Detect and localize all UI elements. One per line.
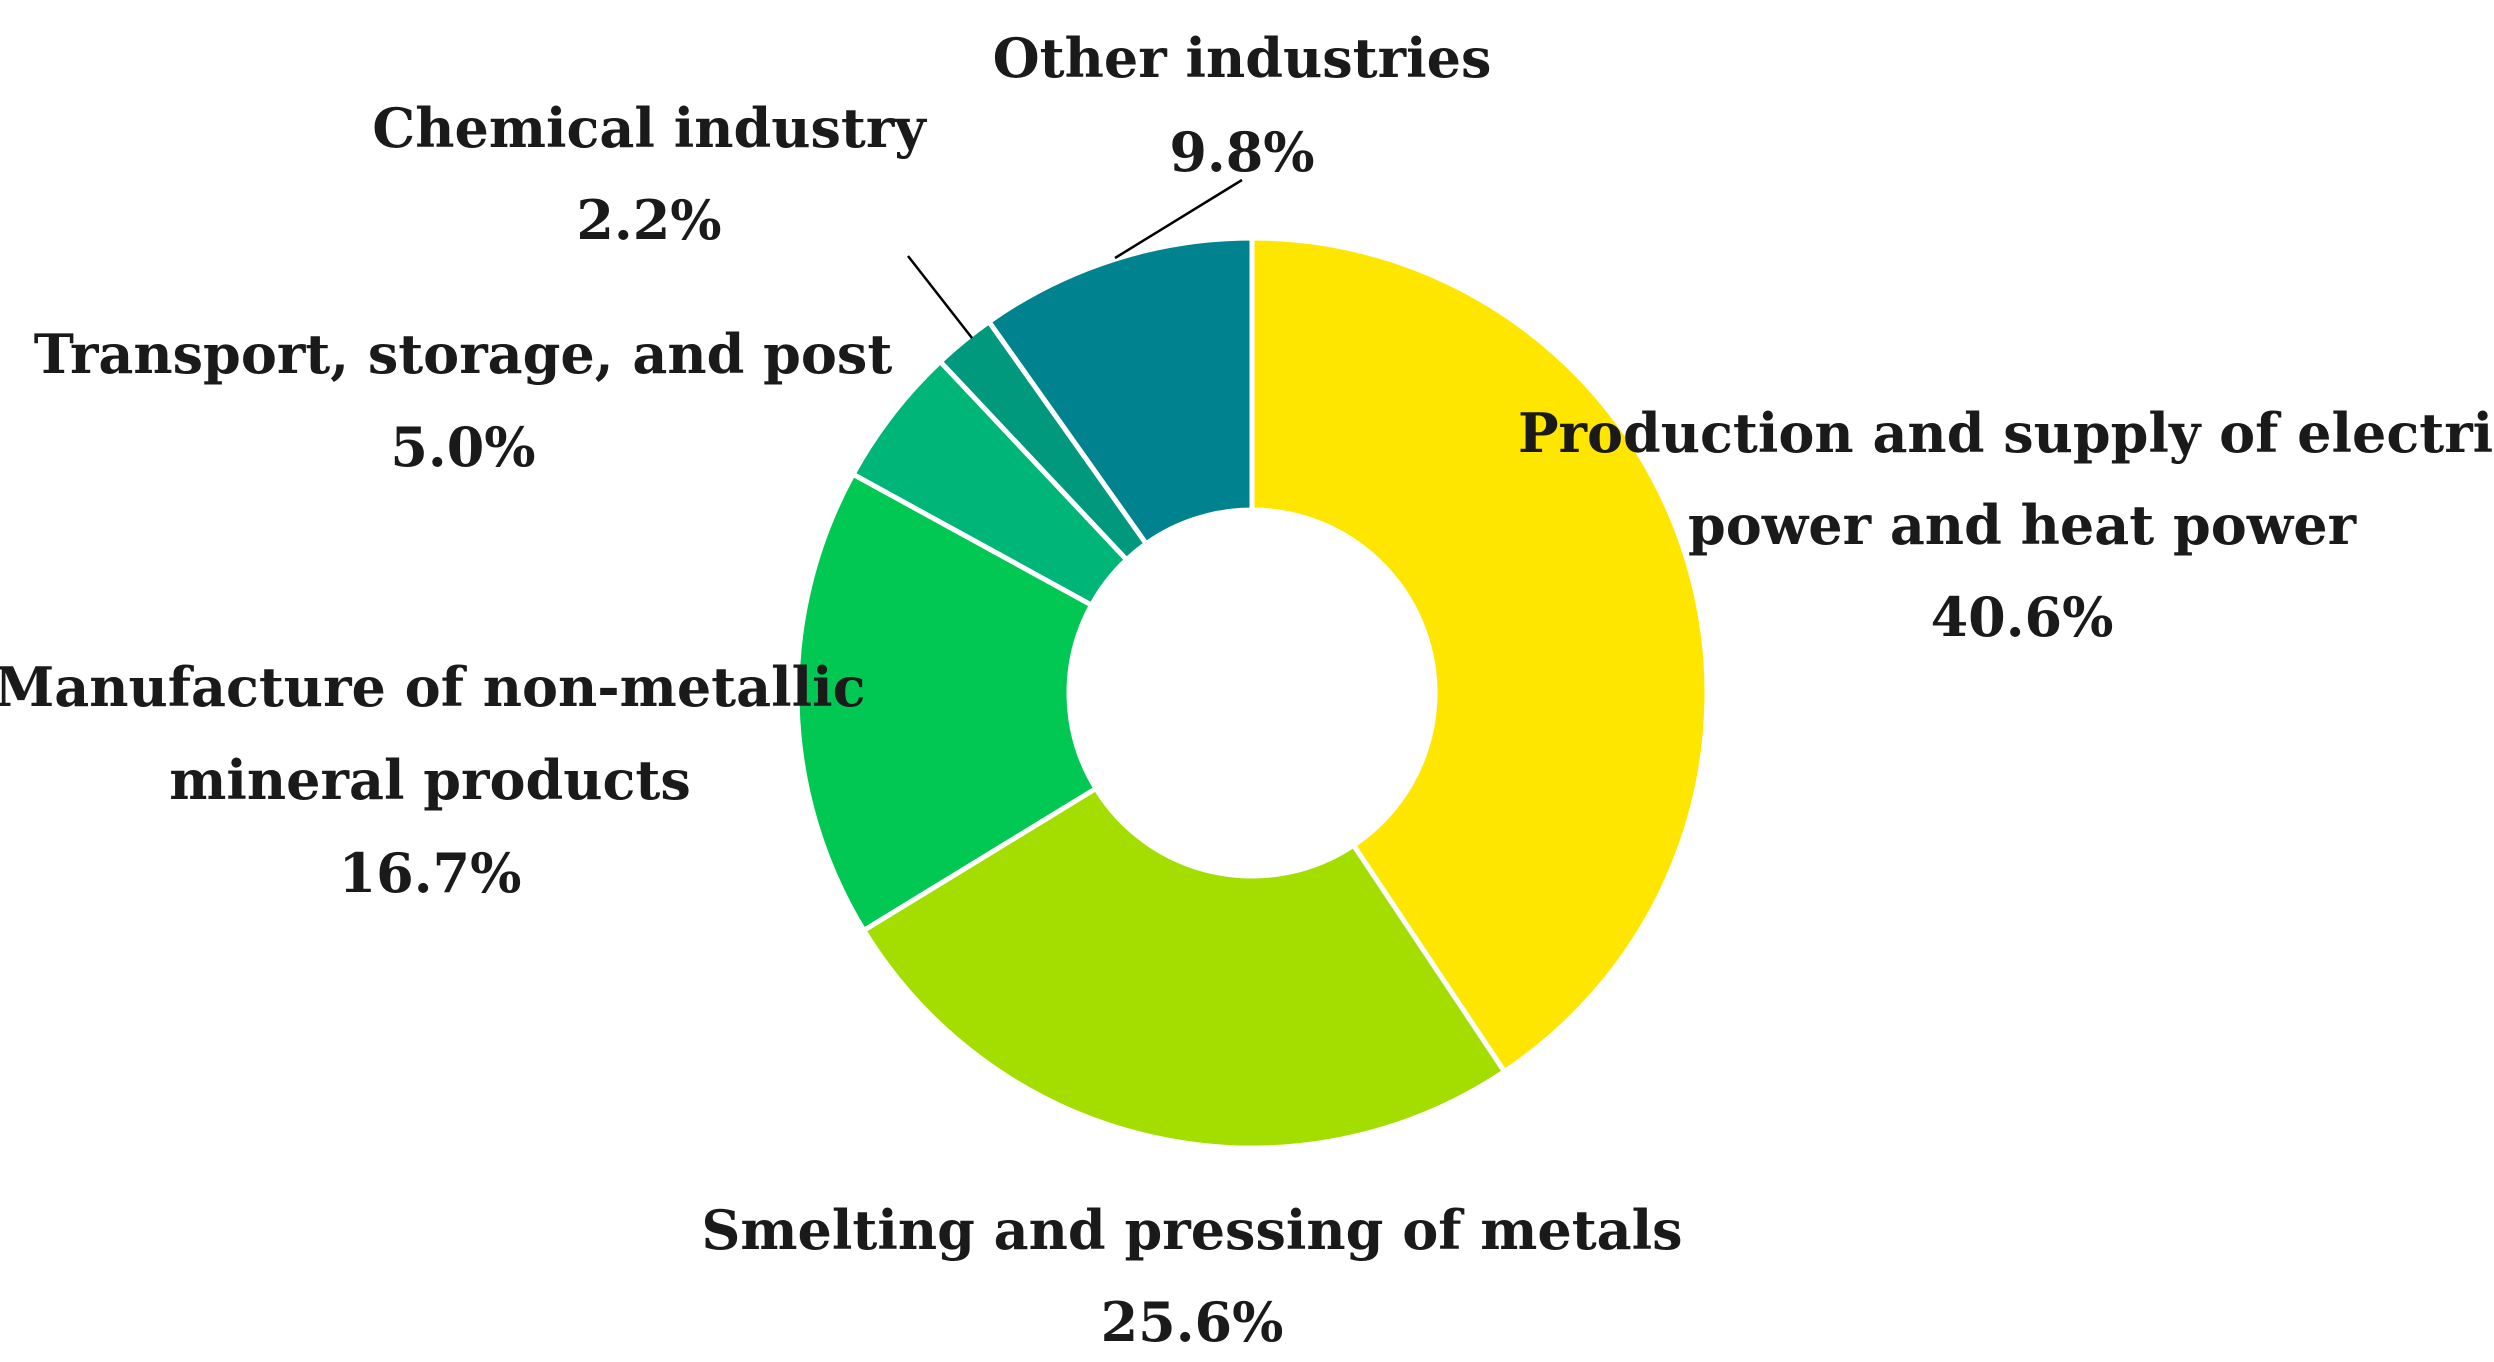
slice-category-label: Smelting and pressing of metals <box>701 1198 1682 1262</box>
slice-category-label: power and heat power <box>1688 493 2357 557</box>
slice-value-label: 5.0% <box>390 415 535 479</box>
slice-category-label: mineral products <box>169 748 691 812</box>
slice-value-label: 2.2% <box>576 188 721 252</box>
slice-smelting-and-pressing-of-metals <box>860 785 1508 1151</box>
slices-layer <box>794 235 1710 1151</box>
slice-value-label: 16.7% <box>339 841 522 905</box>
slice-label-other-industries: Other industries 9.8% <box>993 26 1492 184</box>
slice-value-label: 40.6% <box>1931 585 2114 649</box>
slice-label-production-and-supply-of-electric-power-and-heat-power: Production and supply of electric power a… <box>1518 401 2494 649</box>
slice-label-manufacture-of-non-metallic-mineral-products: Manufacture of non-metallic mineral produ… <box>0 655 866 905</box>
slice-category-label: Other industries <box>993 26 1492 90</box>
leaders-layer <box>907 178 1243 339</box>
slice-label-chemical-industry: Chemical industry 2.2% <box>372 96 927 252</box>
slice-label-smelting-and-pressing-of-metals: Smelting and pressing of metals 25.6% <box>701 1198 1682 1354</box>
leader-line-chemical-industry <box>907 255 973 339</box>
slice-value-label: 25.6% <box>1101 1290 1284 1354</box>
slice-other-industries <box>985 235 1255 548</box>
slice-label-transport-storage-and-post: Transport, storage, and post 5.0% <box>34 322 893 479</box>
slice-category-label: Transport, storage, and post <box>34 322 893 386</box>
slice-category-label: Chemical industry <box>372 96 927 160</box>
slice-category-label: Production and supply of electric <box>1518 401 2494 465</box>
slice-category-label: Manufacture of non-metallic <box>0 655 866 719</box>
slice-value-label: 9.8% <box>1169 120 1314 184</box>
leader-line-other-industries <box>1114 178 1243 260</box>
slice-manufacture-of-non-metallic-mineral-products <box>794 470 1100 934</box>
labels-layer: Production and supply of electric power a… <box>0 26 2494 1354</box>
